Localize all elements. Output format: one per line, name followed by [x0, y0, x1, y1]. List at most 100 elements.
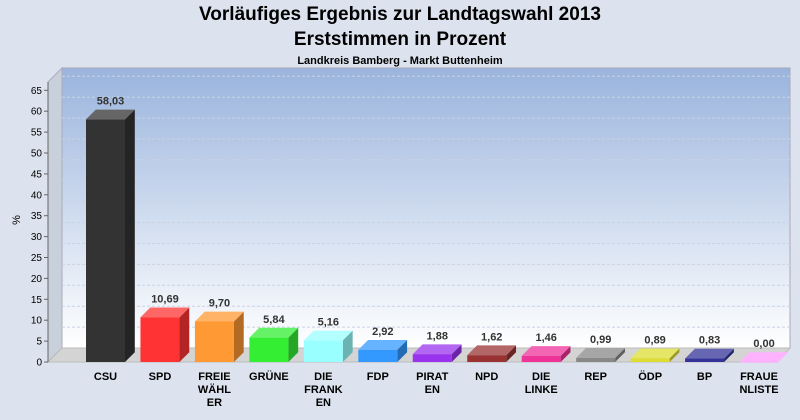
x-tick-label: DIE LINKE [525, 371, 558, 396]
chart-subtitle: Landkreis Bamberg - Markt Buttenheim [297, 55, 503, 67]
y-axis-label: % [11, 215, 23, 225]
bar [576, 348, 625, 362]
y-tick-label: 15 [31, 295, 43, 306]
x-tick-label-line: FRAUE [740, 371, 778, 383]
value-label: 5,16 [318, 317, 339, 329]
bar-front [685, 358, 725, 362]
x-tick-label-line: REP [584, 371, 607, 383]
x-tick-label-line: FRANK [304, 384, 343, 396]
y-tick-label: 5 [36, 337, 42, 348]
x-tick-label-line: DIE [532, 371, 550, 383]
y-tick-label: 20 [31, 274, 43, 285]
value-label: 9,70 [209, 298, 230, 310]
bar [249, 327, 299, 362]
bar-front [303, 340, 343, 362]
y-tick-label: 60 [31, 107, 43, 118]
bar-front [249, 337, 289, 362]
value-label: 1,46 [535, 332, 556, 344]
bar-top [303, 330, 353, 341]
x-tick-label-line: ER [207, 397, 222, 409]
value-label: 58,03 [97, 96, 125, 108]
x-tick-label-line: BP [697, 371, 712, 383]
bar [521, 346, 571, 362]
y-tick-label: 50 [31, 149, 43, 160]
bar-side [288, 327, 299, 362]
bar-front [739, 362, 779, 363]
bar-front [630, 358, 670, 362]
bars [86, 109, 789, 363]
x-tick-label: CSU [94, 371, 117, 383]
x-tick-label-line: SPD [149, 371, 172, 383]
bar-top [630, 348, 680, 359]
x-tick-label: REP [584, 371, 607, 383]
bar-side [451, 344, 462, 362]
value-label: 2,92 [372, 326, 393, 338]
bar [194, 311, 244, 362]
x-tick-label-line: LINKE [525, 384, 558, 396]
plot-side-wall [47, 66, 63, 364]
bar-side [506, 345, 517, 362]
y-tick-label: 10 [31, 316, 43, 327]
bar-side [125, 109, 135, 362]
x-tick-label-line: NLISTE [739, 384, 778, 396]
y-tick-label: 45 [31, 169, 43, 180]
bar-front [140, 317, 180, 362]
x-tick-label: ÖDP [638, 370, 662, 383]
x-tick-label-line: EN [425, 384, 440, 396]
bar [467, 345, 517, 362]
x-tick-label-line: FDP [367, 371, 389, 383]
x-tick-label: SPD [149, 371, 172, 383]
bar-top [739, 352, 789, 362]
bar-top [358, 339, 408, 350]
bar [86, 109, 135, 362]
x-tick-label: FDP [367, 371, 389, 383]
x-tick-label-line: DIE [314, 371, 332, 383]
x-tick-label-line: PIRAT [416, 371, 448, 383]
plot-background [61, 67, 791, 349]
value-label: 5,84 [263, 314, 285, 326]
value-label: 10,69 [151, 294, 179, 306]
bar-side [724, 348, 734, 362]
x-tick-label: GRÜNE [249, 370, 289, 383]
bar-side [342, 330, 353, 362]
bar-top [140, 307, 190, 318]
x-tick-label-line: ÖDP [638, 370, 662, 383]
bar-side [179, 307, 190, 362]
bar-front [521, 355, 561, 362]
bar [140, 307, 190, 362]
bar-top [521, 346, 571, 356]
bar-front [576, 357, 616, 362]
bar-side [233, 311, 244, 362]
bar-front [86, 119, 125, 362]
bar [412, 344, 462, 362]
bar-top [685, 348, 734, 359]
value-label: 1,88 [427, 330, 448, 342]
bar-side [560, 346, 571, 362]
y-tick-label: 35 [31, 211, 43, 222]
x-tick-label: BP [697, 371, 712, 383]
value-label: 0,99 [590, 334, 611, 346]
bar [739, 352, 789, 363]
x-tick-label: FREIE WÄHL ER [198, 371, 231, 409]
bar-front [467, 355, 507, 362]
bar-top [412, 344, 462, 355]
value-label: 0,89 [644, 334, 665, 346]
bar [685, 348, 734, 362]
x-tick-label: FRAUE NLISTE [739, 371, 778, 396]
bar-side [615, 348, 625, 362]
value-label: 1,62 [481, 331, 502, 343]
bar-front [358, 349, 398, 362]
y-axis: 0 5 10 15 20 25 30 35 40 45 50 55 60 65 [31, 81, 49, 369]
y-tick-label: 40 [31, 190, 43, 201]
x-tick-label: NPD [475, 371, 498, 383]
value-label: 0,00 [753, 338, 774, 350]
x-tick-label-line: CSU [94, 371, 117, 383]
chart-title: Vorläufiges Ergebnis zur Landtagswahl 20… [199, 4, 601, 25]
x-tick-label-line: EN [316, 397, 331, 409]
bar-front [194, 321, 234, 362]
bar-top [86, 109, 135, 120]
x-tick-label-line: GRÜNE [249, 370, 289, 383]
y-tick-label: 30 [31, 232, 43, 243]
